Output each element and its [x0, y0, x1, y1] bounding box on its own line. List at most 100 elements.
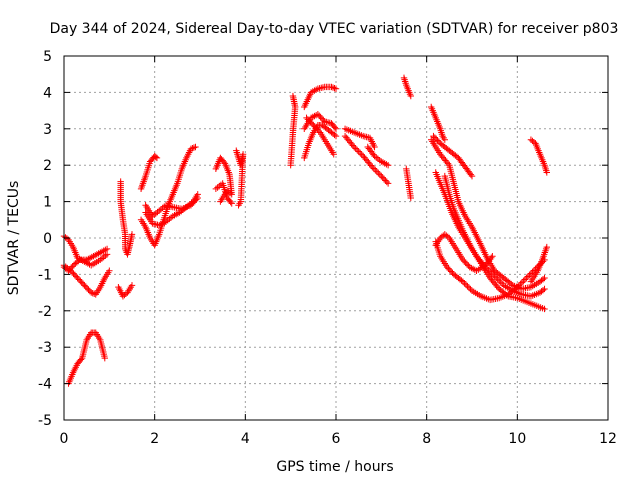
data-track — [432, 231, 496, 274]
data-track — [287, 92, 299, 169]
data-point — [70, 270, 77, 277]
y-tick-label: 3 — [43, 122, 52, 138]
y-tick-label: -3 — [38, 340, 52, 356]
data-point — [508, 280, 515, 288]
data-point — [379, 174, 386, 181]
data-point — [312, 124, 320, 132]
data-point — [353, 146, 361, 154]
x-tick-label: 0 — [60, 431, 69, 447]
data-point — [83, 285, 91, 292]
data-point — [358, 151, 365, 158]
data-point — [194, 194, 201, 202]
data-point — [128, 282, 136, 289]
data-point — [370, 165, 377, 172]
y-axis-label: SDTVAR / TECUs — [6, 181, 22, 296]
y-tick-label: -1 — [38, 267, 52, 283]
x-tick-label: 4 — [241, 431, 250, 447]
data-point — [453, 153, 461, 160]
data-point — [350, 143, 358, 151]
data-point — [444, 160, 452, 167]
y-axis-ticks: -5 -4 -3 -2 -1 0 1 2 3 4 5 — [38, 49, 608, 429]
data-point — [311, 123, 318, 130]
data-track — [115, 282, 136, 300]
data-point — [446, 266, 453, 274]
data-point — [378, 172, 385, 180]
x-tick-label: 8 — [422, 431, 431, 447]
data-point — [228, 200, 235, 207]
data-point — [79, 280, 87, 288]
data-point — [465, 284, 473, 291]
y-tick-label: -4 — [38, 377, 52, 393]
data-point — [445, 265, 452, 272]
x-axis-ticks: 0 2 4 6 8 10 12 — [60, 56, 617, 447]
data-point — [434, 137, 441, 144]
data-track — [137, 143, 199, 249]
data-point — [467, 171, 475, 178]
data-point — [371, 143, 378, 151]
data-point — [352, 145, 359, 152]
data-point — [382, 177, 389, 184]
data-track — [428, 103, 448, 143]
data-point — [88, 289, 95, 296]
data-point — [189, 200, 196, 207]
data-point — [517, 280, 524, 288]
data-point — [103, 251, 111, 258]
data-point — [494, 284, 502, 291]
data-track — [430, 132, 476, 180]
data-point — [329, 84, 337, 91]
data-point — [152, 153, 159, 161]
data-track — [527, 136, 550, 176]
data-point — [70, 261, 78, 269]
data-point — [314, 126, 321, 133]
x-tick-label: 10 — [508, 431, 526, 447]
data-point — [63, 235, 71, 242]
data-point — [539, 276, 547, 283]
data-point — [73, 273, 80, 280]
gridlines — [64, 56, 608, 420]
data-point — [520, 277, 527, 285]
data-track — [364, 143, 392, 169]
data-point — [310, 121, 317, 129]
data-point — [459, 256, 467, 264]
data-point — [331, 84, 338, 92]
data-point — [190, 199, 197, 206]
data-point — [67, 267, 74, 274]
data-point — [492, 274, 500, 281]
data-point — [193, 196, 200, 203]
data-point — [153, 154, 161, 162]
data-point — [356, 149, 364, 157]
data-point — [85, 286, 92, 293]
data-series — [60, 74, 550, 387]
y-tick-label: 0 — [43, 231, 52, 247]
data-point — [541, 285, 548, 293]
data-point — [541, 274, 548, 282]
chart-title: Day 344 of 2024, Sidereal Day-to-day VTE… — [50, 21, 619, 37]
data-point — [190, 144, 198, 151]
data-point — [318, 115, 326, 122]
data-point — [518, 279, 526, 286]
data-point — [541, 305, 548, 313]
data-point — [332, 85, 340, 92]
data-point — [515, 282, 523, 289]
data-point — [68, 269, 76, 276]
data-point — [523, 274, 530, 282]
data-point — [430, 132, 437, 140]
data-point — [77, 356, 85, 363]
data-point — [449, 269, 456, 277]
data-point — [375, 169, 382, 177]
data-point — [494, 276, 501, 283]
data-point — [332, 132, 340, 140]
y-tick-label: 2 — [43, 158, 52, 174]
data-point — [380, 175, 388, 183]
data-point — [75, 276, 83, 283]
data-point — [543, 243, 550, 251]
data-point — [289, 92, 297, 100]
data-point — [526, 271, 533, 279]
data-point — [444, 233, 452, 240]
data-point — [74, 274, 81, 282]
data-point — [328, 83, 335, 91]
data-track — [233, 147, 247, 209]
data-point — [514, 283, 521, 291]
data-point — [496, 277, 503, 284]
